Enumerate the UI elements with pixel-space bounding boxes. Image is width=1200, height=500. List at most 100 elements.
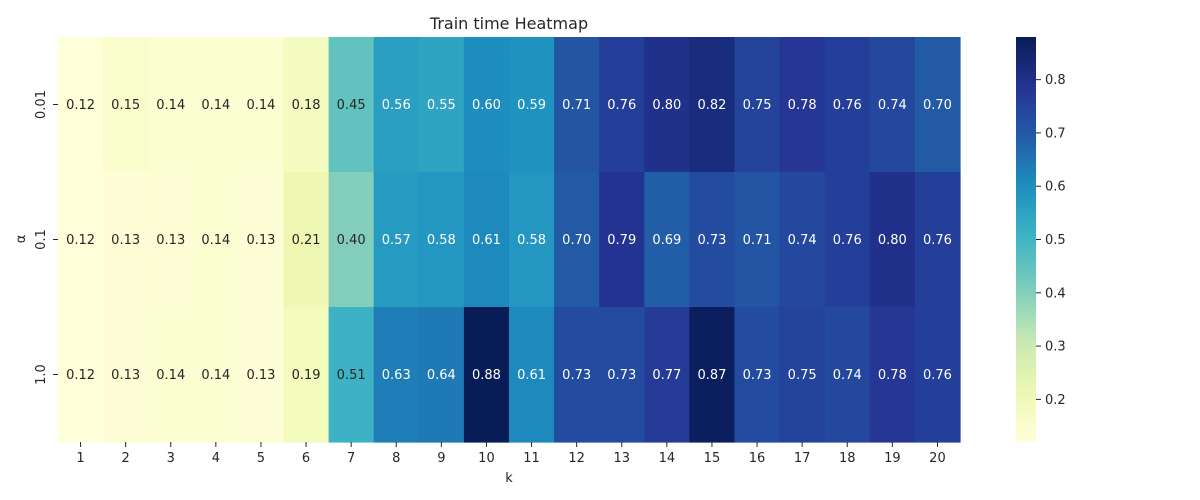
heatmap-cell bbox=[644, 37, 690, 173]
colorbar: 0.2 0.3 0.4 0.5 0.6 0.7 0.8 bbox=[1016, 37, 1066, 442]
x-tick-label: 10 bbox=[478, 451, 495, 466]
cell-value-label: 0.14 bbox=[201, 233, 230, 248]
y-tick-label: 0.01 bbox=[34, 90, 49, 119]
heatmap-cell bbox=[58, 37, 104, 173]
x-tick-label: 17 bbox=[794, 451, 811, 466]
cell-value-label: 0.73 bbox=[607, 368, 636, 383]
heatmap-cell bbox=[914, 172, 961, 308]
colorbar-tick-label: 0.6 bbox=[1045, 180, 1066, 195]
cell-value-label: 0.78 bbox=[878, 368, 907, 383]
x-tick-label: 9 bbox=[437, 451, 445, 466]
heatmap-cell bbox=[554, 307, 600, 443]
heatmap-cell bbox=[58, 307, 104, 443]
cell-value-label: 0.13 bbox=[111, 368, 140, 383]
heatmap-cell bbox=[824, 307, 871, 443]
colorbar-tick-label: 0.8 bbox=[1045, 73, 1066, 88]
heatmap-cell bbox=[554, 172, 600, 308]
cell-value-label: 0.60 bbox=[472, 98, 501, 113]
y-axis: 0.01 0.1 1.0 bbox=[34, 90, 58, 385]
cell-value-label: 0.80 bbox=[652, 98, 681, 113]
heatmap-cell bbox=[824, 37, 871, 173]
cell-value-label: 0.64 bbox=[427, 368, 456, 383]
cell-value-label: 0.70 bbox=[562, 233, 591, 248]
heatmap-cell bbox=[509, 307, 555, 443]
cell-value-label: 0.63 bbox=[382, 368, 411, 383]
cell-value-label: 0.12 bbox=[66, 98, 95, 113]
x-tick-label: 16 bbox=[749, 451, 766, 466]
cell-value-label: 0.59 bbox=[517, 98, 546, 113]
heatmap-cell bbox=[103, 37, 149, 173]
heatmap-cell bbox=[283, 172, 330, 308]
x-tick-label: 8 bbox=[392, 451, 400, 466]
heatmap-cell bbox=[869, 307, 916, 443]
heatmap-cell bbox=[689, 307, 736, 443]
colorbar-tick-label: 0.5 bbox=[1045, 233, 1066, 248]
heatmap-cell bbox=[869, 37, 916, 173]
cell-value-label: 0.21 bbox=[292, 233, 321, 248]
x-tick-label: 7 bbox=[347, 451, 355, 466]
cell-value-label: 0.45 bbox=[337, 98, 366, 113]
heatmap-cell bbox=[373, 307, 420, 443]
heatmap-cell bbox=[599, 307, 645, 443]
x-tick-label: 12 bbox=[568, 451, 585, 466]
heatmap-cell bbox=[373, 37, 420, 173]
cell-value-label: 0.15 bbox=[111, 98, 140, 113]
x-tick-label: 18 bbox=[839, 451, 856, 466]
cell-value-label: 0.58 bbox=[517, 233, 546, 248]
heatmap-cell bbox=[373, 172, 420, 308]
cell-value-label: 0.12 bbox=[66, 368, 95, 383]
cell-value-label: 0.40 bbox=[337, 233, 366, 248]
cell-value-label: 0.79 bbox=[607, 233, 636, 248]
cell-value-label: 0.13 bbox=[246, 233, 275, 248]
cell-value-label: 0.76 bbox=[833, 98, 862, 113]
cell-value-label: 0.74 bbox=[788, 233, 817, 248]
heatmap-cell bbox=[869, 172, 916, 308]
heatmap-cell bbox=[193, 307, 239, 443]
x-axis-label: k bbox=[505, 471, 513, 486]
heatmap-cell bbox=[193, 172, 239, 308]
x-tick-label: 20 bbox=[929, 451, 946, 466]
heatmap-cell bbox=[914, 307, 961, 443]
cell-value-label: 0.19 bbox=[292, 368, 321, 383]
cell-value-label: 0.18 bbox=[292, 98, 321, 113]
cell-value-label: 0.70 bbox=[923, 98, 952, 113]
heatmap-cell bbox=[283, 37, 330, 173]
cell-value-label: 0.51 bbox=[337, 368, 366, 383]
x-tick-label: 1 bbox=[76, 451, 84, 466]
heatmap-cells bbox=[58, 37, 961, 443]
x-tick-label: 11 bbox=[523, 451, 540, 466]
cell-value-label: 0.80 bbox=[878, 233, 907, 248]
colorbar-tick-label: 0.7 bbox=[1045, 126, 1066, 141]
cell-value-label: 0.77 bbox=[652, 368, 681, 383]
heatmap-cell bbox=[238, 307, 285, 443]
heatmap-cell bbox=[734, 172, 781, 308]
heatmap-cell bbox=[734, 307, 781, 443]
heatmap-cell bbox=[418, 307, 465, 443]
x-axis: 1 2 3 4 5 6 7 8 9 10 11 12 13 14 15 16 17 18 19 20 bbox=[76, 442, 946, 466]
heatmap-cell bbox=[689, 172, 736, 308]
cell-value-label: 0.76 bbox=[923, 233, 952, 248]
y-tick-label: 0.1 bbox=[34, 229, 49, 250]
heatmap-cell bbox=[463, 307, 510, 443]
cell-value-label: 0.82 bbox=[697, 98, 726, 113]
heatmap-cell bbox=[779, 37, 826, 173]
cell-value-label: 0.75 bbox=[743, 98, 772, 113]
cell-value-label: 0.13 bbox=[111, 233, 140, 248]
cell-value-label: 0.76 bbox=[833, 233, 862, 248]
heatmap-cell-labels: 0.12 0.15 0.14 0.14 0.14 0.18 0.45 0.56 0.55 0.60… bbox=[66, 98, 952, 383]
heatmap-cell bbox=[644, 307, 690, 443]
cell-value-label: 0.73 bbox=[562, 368, 591, 383]
cell-value-label: 0.76 bbox=[607, 98, 636, 113]
cell-value-label: 0.14 bbox=[156, 98, 185, 113]
heatmap-cell bbox=[58, 172, 104, 308]
heatmap-cell bbox=[463, 37, 510, 173]
cell-value-label: 0.14 bbox=[201, 368, 230, 383]
chart-title: Train time Heatmap bbox=[429, 14, 588, 33]
cell-value-label: 0.61 bbox=[517, 368, 546, 383]
heatmap-cell bbox=[328, 307, 375, 443]
cell-value-label: 0.69 bbox=[652, 233, 681, 248]
cell-value-label: 0.12 bbox=[66, 233, 95, 248]
heatmap-cell bbox=[824, 172, 871, 308]
heatmap-cell bbox=[734, 37, 781, 173]
heatmap-cell bbox=[283, 307, 330, 443]
